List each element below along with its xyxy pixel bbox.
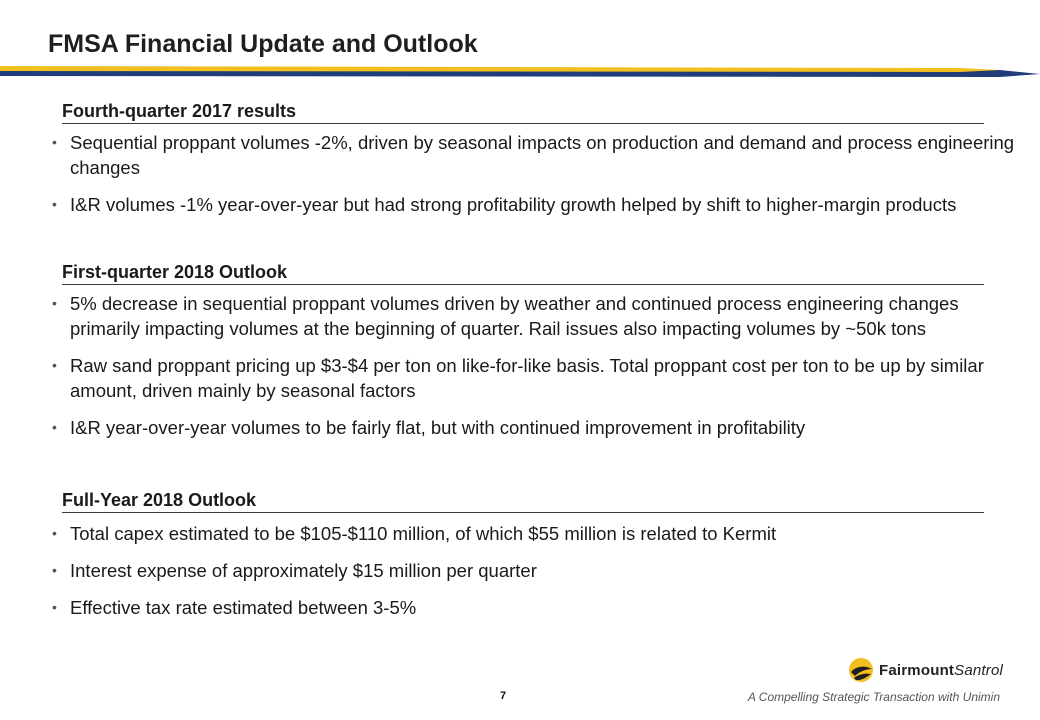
bullet-icon: • xyxy=(52,134,57,150)
bullet-text: 5% decrease in sequential proppant volum… xyxy=(70,293,959,339)
bullet-item: • Sequential proppant volumes -2%, driven… xyxy=(48,130,1028,180)
bullet-item: • Effective tax rate estimated between 3-… xyxy=(48,595,1028,620)
logo-swirl-icon xyxy=(849,658,873,682)
section-heading-fy-2018: Full-Year 2018 Outlook xyxy=(62,489,984,513)
bullet-item: • 5% decrease in sequential proppant volu… xyxy=(48,291,1028,341)
bullet-item: • I&R year-over-year volumes to be fairly… xyxy=(48,415,1028,440)
bullet-text: Interest expense of approximately $15 mi… xyxy=(70,560,537,581)
bullet-list-q1-2018: • 5% decrease in sequential proppant volu… xyxy=(48,291,1028,452)
title-underline-bar xyxy=(0,66,1040,77)
bullet-icon: • xyxy=(52,196,57,212)
bullet-icon: • xyxy=(52,357,57,373)
bullet-text: Sequential proppant volumes -2%, driven … xyxy=(70,132,1015,178)
bullet-icon: • xyxy=(52,599,57,615)
footer-tagline: A Compelling Strategic Transaction with … xyxy=(747,690,1000,704)
logo-text-italic: Santrol xyxy=(954,661,1004,679)
logo-text-bold: Fairmount xyxy=(879,661,955,679)
fairmount-santrol-logo: FairmountSantrol xyxy=(848,656,1003,684)
bullet-item: • Interest expense of approximately $15 m… xyxy=(48,558,1028,583)
bullet-list-q4-2017: • Sequential proppant volumes -2%, driven… xyxy=(48,130,1028,229)
bullet-list-fy-2018: • Total capex estimated to be $105-$110 m… xyxy=(48,521,1028,632)
section-heading-q1-2018: First-quarter 2018 Outlook xyxy=(62,261,984,285)
bullet-item: • I&R volumes -1% year-over-year but had … xyxy=(48,192,1028,217)
bullet-text: Effective tax rate estimated between 3-5… xyxy=(70,597,417,618)
bullet-text: I&R volumes -1% year-over-year but had s… xyxy=(70,194,957,215)
page-number: 7 xyxy=(500,690,507,702)
bullet-item: • Total capex estimated to be $105-$110 m… xyxy=(48,521,1028,546)
bullet-icon: • xyxy=(52,419,57,435)
bullet-text: Raw sand proppant pricing up $3-$4 per t… xyxy=(70,355,984,401)
bullet-item: • Raw sand proppant pricing up $3-$4 per … xyxy=(48,353,1028,403)
bullet-icon: • xyxy=(52,295,57,311)
bullet-text: Total capex estimated to be $105-$110 mi… xyxy=(70,523,777,544)
bullet-icon: • xyxy=(52,562,57,578)
section-heading-q4-2017: Fourth-quarter 2017 results xyxy=(62,100,984,124)
slide-title: FMSA Financial Update and Outlook xyxy=(48,30,478,58)
bullet-text: I&R year-over-year volumes to be fairly … xyxy=(70,417,806,438)
bullet-icon: • xyxy=(52,525,57,541)
